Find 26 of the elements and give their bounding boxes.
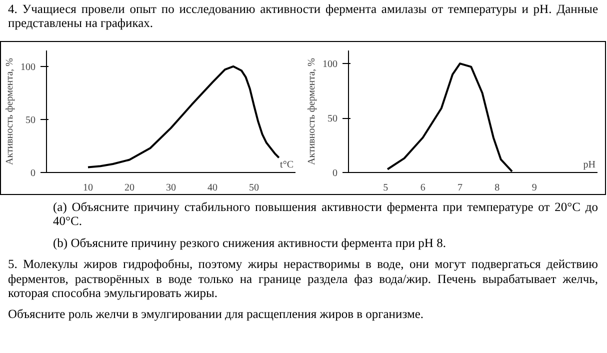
text: Объясните роль желчи в эмулгировании для расщепления жиров в организме. xyxy=(8,307,425,322)
x-tick-label: 30 xyxy=(166,182,176,194)
text: (b) Объясните причину резкого снижения активности фермента при pH 8. xyxy=(52,236,447,250)
x-axis-title: pH xyxy=(583,160,596,170)
y-tick-label: 100 xyxy=(322,59,338,70)
y-tick-label: 50 xyxy=(328,114,338,125)
x-tick-label: 8 xyxy=(494,182,500,194)
y-tick-label: 0 xyxy=(30,168,36,179)
x-tick-label: 50 xyxy=(249,182,259,194)
x-tick-label: 7 xyxy=(457,182,462,194)
y-axis-title: Активность фермента, % xyxy=(306,58,318,166)
line-series xyxy=(87,65,280,168)
x-tick-label: 10 xyxy=(83,182,93,194)
y-tick-label: 50 xyxy=(26,114,36,126)
x-tick-label: 20 xyxy=(124,182,134,194)
x-tick-label: 40 xyxy=(208,182,218,194)
x-tick-label: 6 xyxy=(420,182,426,194)
chart-title: 4. Учащиеся провели опыт по исследованию активности фермента амилазы от температуры и pH. Данные представлены на графиках. xyxy=(8,2,598,31)
x-axis-title: t°C xyxy=(280,160,294,170)
x-tick-label: 9 xyxy=(532,182,537,194)
x-tick-label: 5 xyxy=(383,182,388,194)
y-tick-label: 100 xyxy=(20,62,36,73)
y-axis-title: Активность фермента, % xyxy=(4,58,16,166)
text: (a) Объясните причину стабильного повышения активности фермента при температуре от 20°C до 40°C. xyxy=(52,200,598,229)
text: 5. Молекулы жиров гидрофобны, поэтому жиры нерастворимы в воде, они могут подвергаться действию ферментов, растворённых в воде только на границе раздела фаз вода/жир. Печень вырабатывает желчь, которая способна эмульгировать жиры. xyxy=(8,257,598,300)
y-tick-label: 0 xyxy=(332,168,338,179)
